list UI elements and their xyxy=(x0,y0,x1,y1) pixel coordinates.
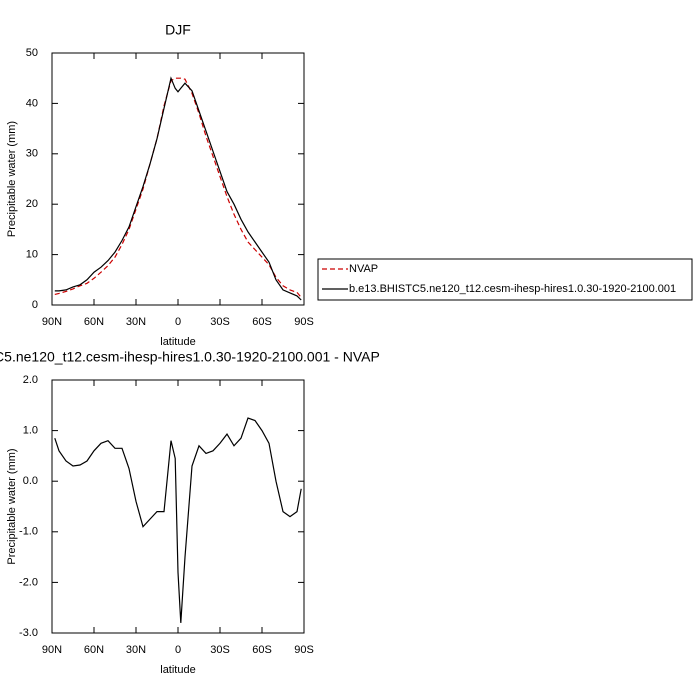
y-tick-label: -3.0 xyxy=(19,627,38,639)
x-tick-label: 60S xyxy=(252,316,272,328)
y-tick-label: 40 xyxy=(26,97,38,109)
data-line xyxy=(54,77,302,298)
y-tick-label: -1.0 xyxy=(19,526,38,538)
y-tick-label: 2.0 xyxy=(23,374,38,386)
legend-label: b.e13.BHISTC5.ne120_t12.cesm-ihesp-hires… xyxy=(349,283,676,295)
legend-label: NVAP xyxy=(349,263,378,275)
x-axis-label: latitude xyxy=(160,664,195,676)
x-tick-label: 90N xyxy=(42,316,62,328)
y-axis-label: Precipitable water (mm) xyxy=(6,448,18,564)
x-tick-label: 60S xyxy=(252,644,272,656)
chart-title: STC5.ne120_t12.cesm-ihesp-hires1.0.30-19… xyxy=(0,349,380,365)
x-tick-label: 60N xyxy=(84,316,104,328)
y-tick-label: 0 xyxy=(32,299,38,311)
y-tick-label: 30 xyxy=(26,148,38,160)
plot-frame xyxy=(51,52,305,306)
y-tick-label: 50 xyxy=(26,47,38,59)
y-axis-label: Precipitable water (mm) xyxy=(6,121,18,237)
x-tick-label: 30N xyxy=(126,644,146,656)
x-tick-label: 60N xyxy=(84,644,104,656)
y-tick-label: 20 xyxy=(26,198,38,210)
x-tick-label: 30S xyxy=(210,644,230,656)
x-tick-label: 0 xyxy=(175,644,181,656)
y-tick-label: -2.0 xyxy=(19,576,38,588)
y-tick-label: 10 xyxy=(26,249,38,261)
plot-frame xyxy=(51,379,305,634)
y-tick-label: 0.0 xyxy=(23,475,38,487)
chart-title: DJF xyxy=(165,22,191,38)
x-tick-label: 90S xyxy=(294,644,314,656)
y-tick-label: 1.0 xyxy=(23,425,38,437)
data-line xyxy=(54,417,302,623)
x-tick-label: 90S xyxy=(294,316,314,328)
x-tick-label: 30N xyxy=(126,316,146,328)
x-tick-label: 30S xyxy=(210,316,230,328)
legend-box xyxy=(317,258,693,301)
x-tick-label: 0 xyxy=(175,316,181,328)
x-tick-label: 90N xyxy=(42,644,62,656)
data-line xyxy=(54,76,302,301)
x-axis-label: latitude xyxy=(160,336,195,348)
